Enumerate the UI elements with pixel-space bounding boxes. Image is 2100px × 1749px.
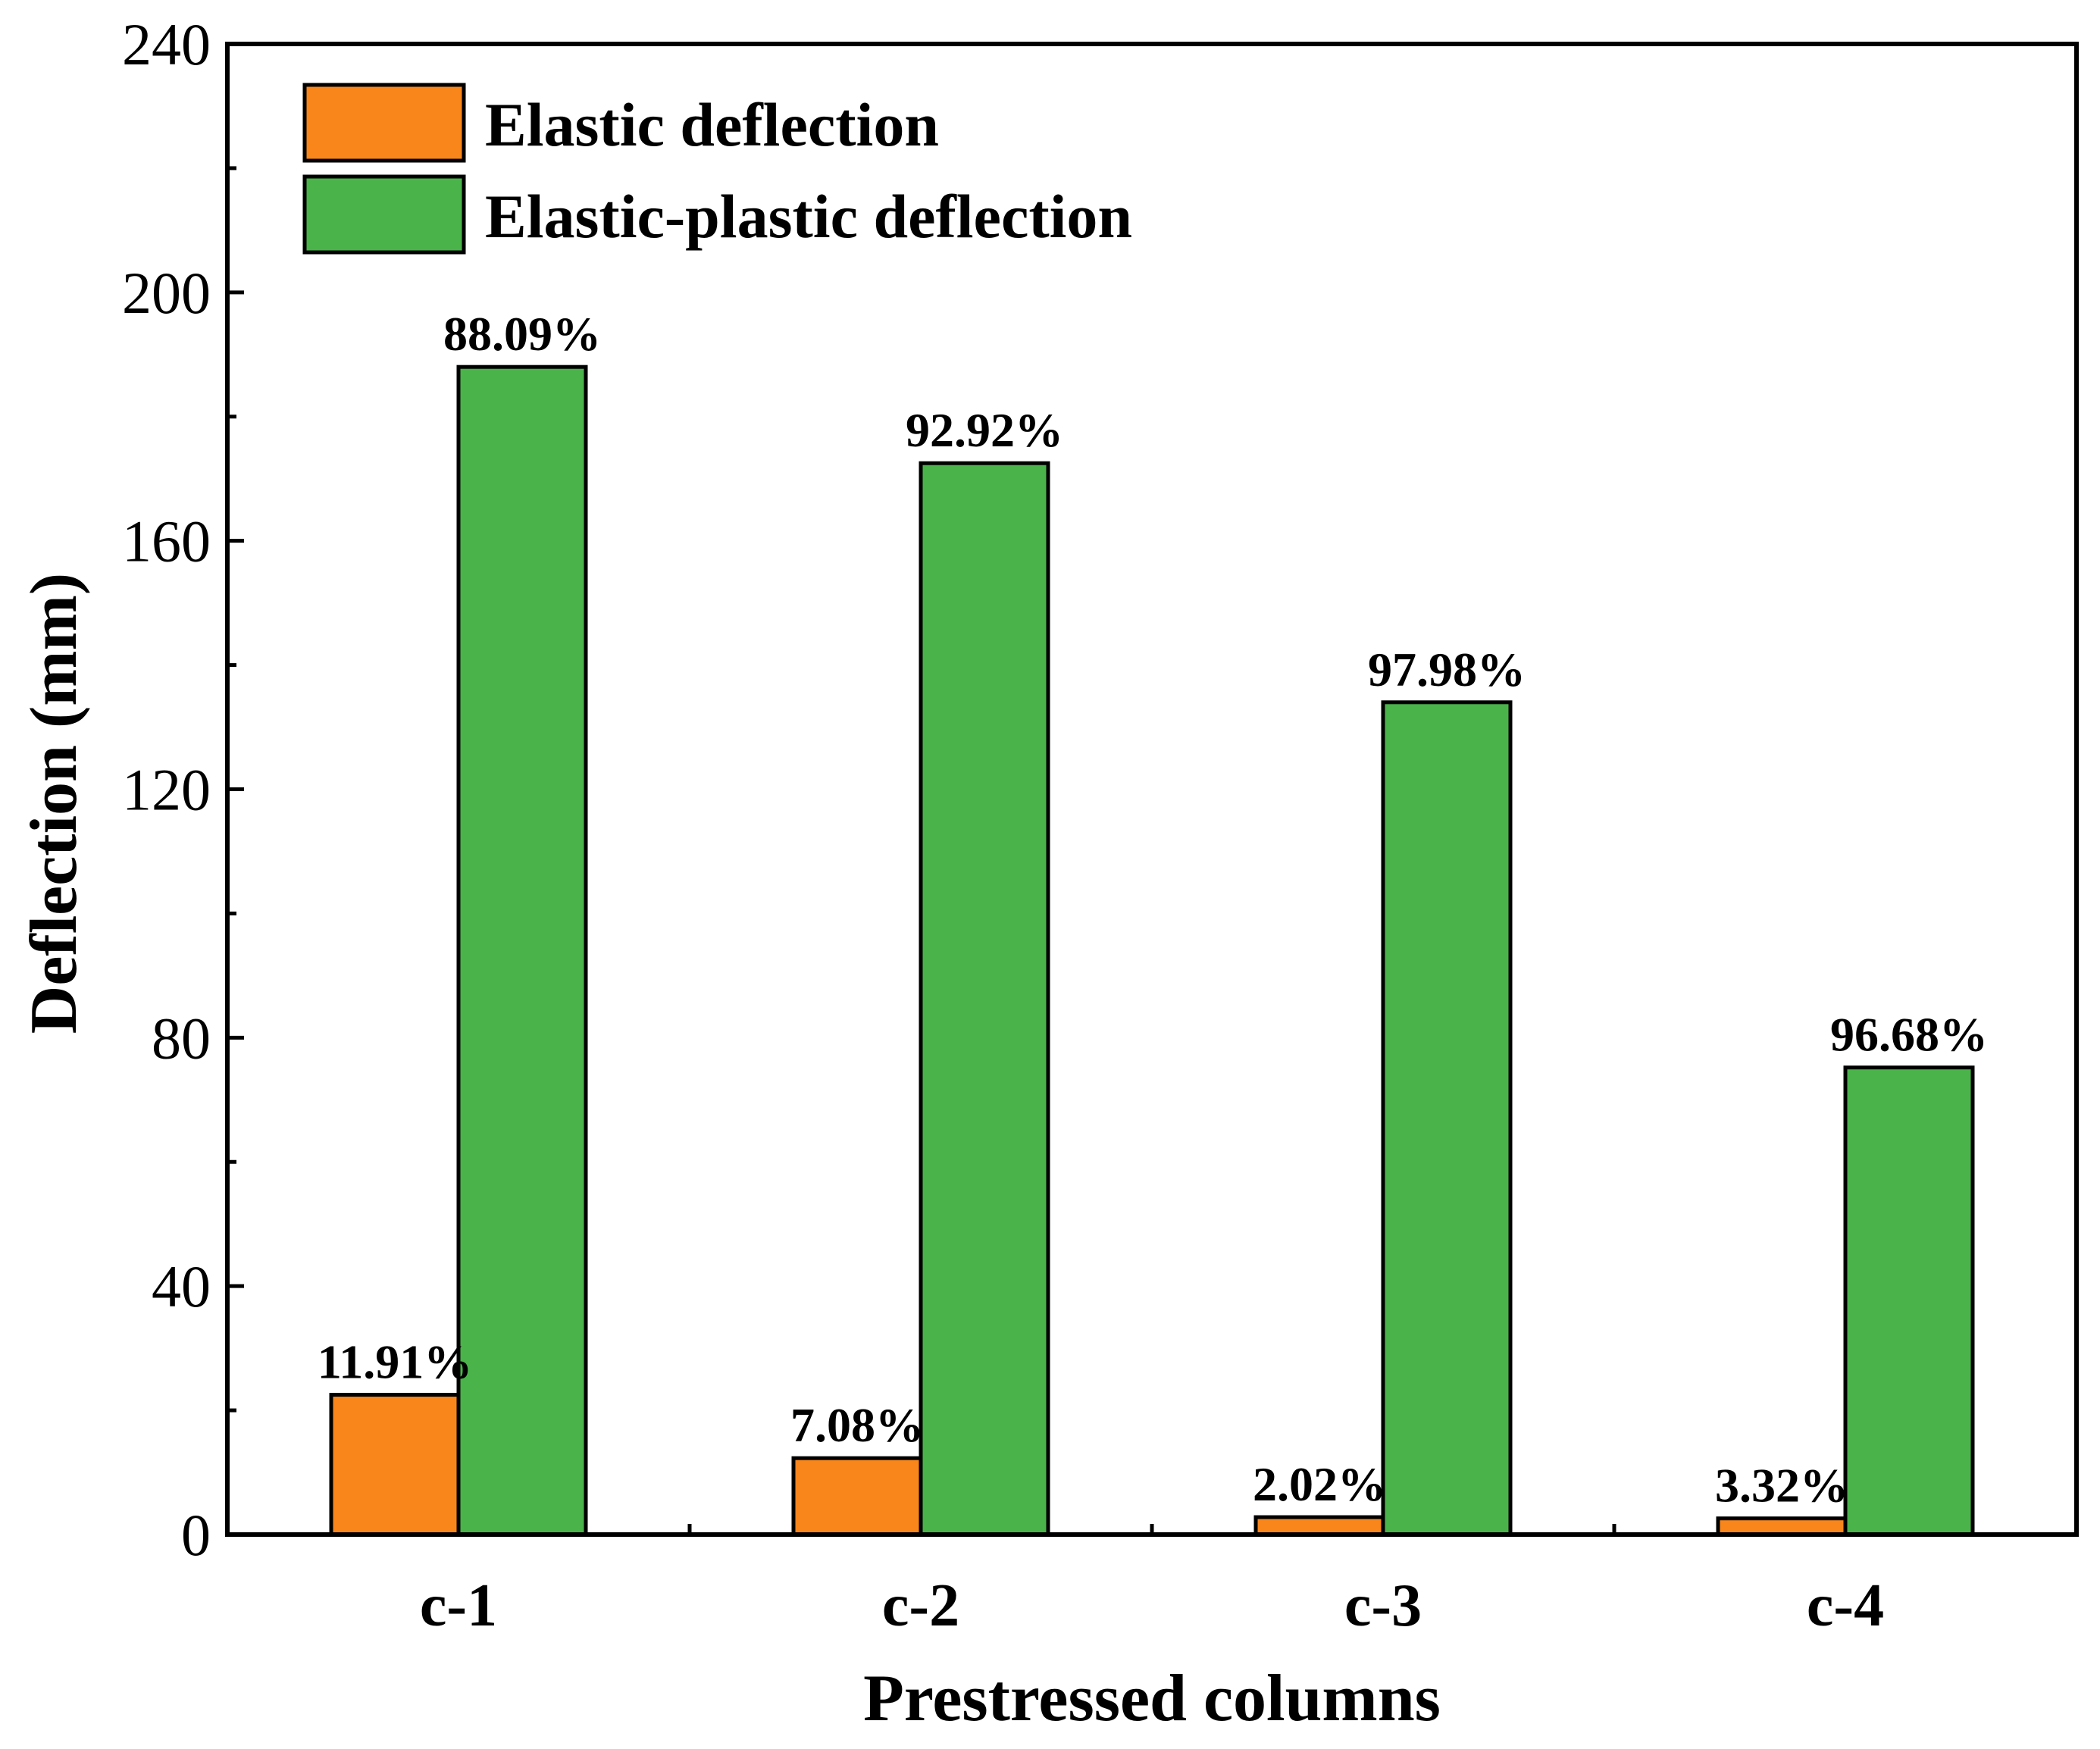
- data-labels: 11.91% 7.08% 2.02% 3.32% 88.09% 92.92% 97.98% 9…: [318, 307, 1988, 1513]
- legend-label-elastic-plastic: Elastic-plastic deflection: [485, 182, 1132, 251]
- y-tick-label: 0: [181, 1502, 211, 1568]
- y-tick-label: 120: [122, 757, 211, 823]
- data-label: 97.98%: [1368, 643, 1526, 696]
- data-label: 96.68%: [1830, 1008, 1988, 1062]
- y-tick-label: 40: [152, 1253, 211, 1319]
- bar-elastic-c-1: [329, 1393, 461, 1537]
- x-tick-label: c-4: [1807, 1572, 1884, 1639]
- x-tick-label: c-2: [882, 1572, 959, 1639]
- data-label: 11.91%: [318, 1335, 472, 1389]
- data-label: 88.09%: [443, 307, 601, 361]
- legend-swatch-elastic-plastic: [302, 174, 466, 255]
- y-axis-title: Deflection (mm): [17, 573, 91, 1034]
- data-label: 2.02%: [1253, 1457, 1386, 1511]
- bar-elastic-plastic-c-2: [919, 461, 1050, 1537]
- bar-elastic-plastic-c-1: [456, 365, 588, 1537]
- x-tick-label: c-1: [420, 1572, 497, 1639]
- plot-frame: [225, 42, 2079, 1537]
- legend: Elastic deflection Elastic-plastic defle…: [302, 83, 1132, 255]
- legend-label-elastic: Elastic deflection: [485, 90, 939, 159]
- data-label: 92.92%: [906, 403, 1063, 457]
- legend-swatch-elastic: [302, 83, 466, 163]
- y-tick-label: 80: [152, 1005, 211, 1071]
- bar-series: [329, 365, 1975, 1537]
- bar-elastic-plastic-c-3: [1381, 700, 1513, 1537]
- bar-elastic-plastic-c-4: [1843, 1065, 1975, 1537]
- bar-elastic-c-3: [1253, 1515, 1385, 1537]
- y-tick-label: 240: [122, 11, 211, 77]
- x-tick-label: c-3: [1344, 1572, 1422, 1639]
- data-label: 3.32%: [1715, 1459, 1848, 1513]
- y-tick-label: 160: [122, 508, 211, 574]
- x-axis-title: Prestressed columns: [863, 1662, 1441, 1735]
- y-tick-label: 200: [122, 260, 211, 326]
- y-axis-ticks: 0 40 80 120 160 200 240: [122, 11, 244, 1568]
- bar-elastic-c-4: [1716, 1516, 1848, 1537]
- data-label: 7.08%: [790, 1398, 924, 1452]
- bar-elastic-c-2: [791, 1456, 923, 1537]
